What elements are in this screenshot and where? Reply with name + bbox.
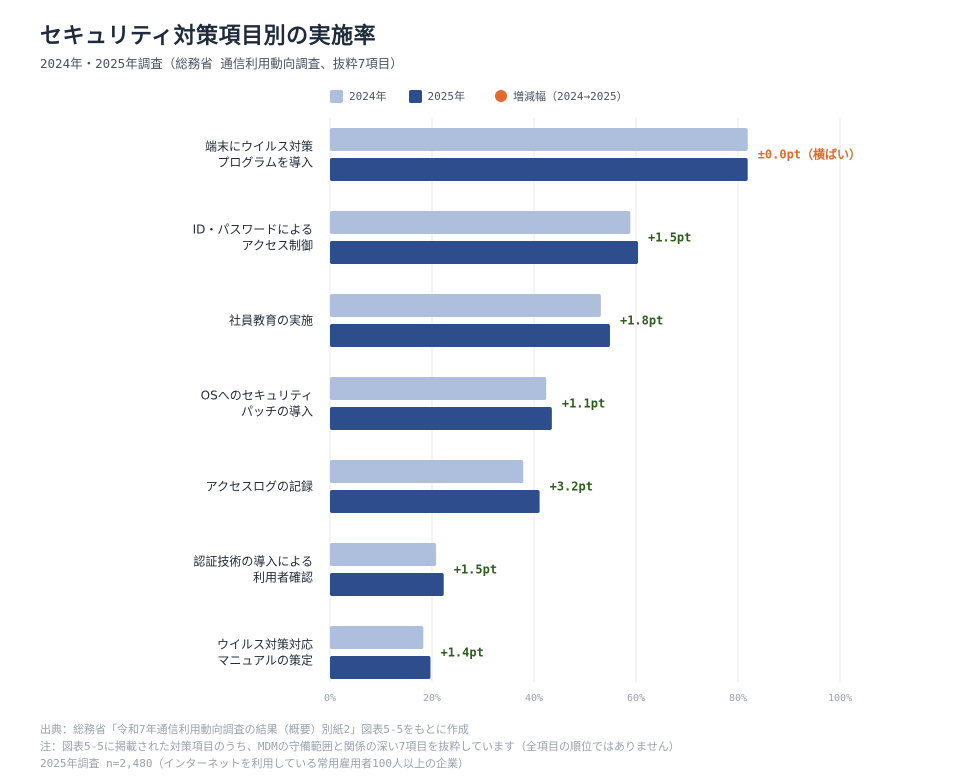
change-label: +3.2pt [550, 480, 593, 494]
x-tick-label: 60% [627, 693, 645, 704]
legend-label-2024: 2024年 [349, 90, 387, 103]
bar-2024 [330, 626, 424, 649]
category-label: アクセスログの記録 [206, 479, 313, 494]
footer-note: 注：図表5-5に掲載された対策項目のうち、MDMの守備範囲と関係の深い7項目を抜… [40, 740, 680, 753]
bar-2024 [330, 460, 524, 483]
category-label: 端末にウイルス対策プログラムを導入 [205, 140, 313, 170]
change-label: +1.5pt [454, 563, 497, 577]
legend-item-2024: 2024年 [330, 88, 387, 104]
category-label: ウイルス対策対応マニュアルの策定 [217, 638, 313, 668]
legend-swatch-2025 [408, 89, 422, 103]
legend-label-2025: 2025年 [427, 90, 466, 103]
bar-2025 [330, 490, 540, 513]
legend-item-2025: 2025年 [408, 88, 466, 104]
chart-title: セキュリティ対策項目別の実施率 [40, 24, 377, 49]
footer: 出典：総務省「令和7年通信利用動向調査の結果（概要）別紙2」図表5-5をもとに作… [40, 721, 680, 772]
x-tick-label: 40% [525, 693, 543, 704]
bar-2024 [330, 543, 437, 566]
legend-item-change: 増減幅（2024→2025） [495, 88, 628, 104]
change-label: +1.8pt [620, 314, 663, 328]
bar-2025 [330, 158, 748, 181]
legend-label-change: 増減幅（2024→2025） [513, 90, 628, 103]
chart-subtitle: 2024年・2025年調査（総務省 通信利用動向調査、抜粋7項目） [40, 56, 403, 71]
bar-2025 [330, 573, 444, 596]
change-label: +1.1pt [562, 397, 605, 411]
bar-2025 [330, 324, 610, 347]
category-label: OSへのセキュリティパッチの導入 [201, 389, 313, 419]
change-label: +1.4pt [440, 646, 483, 660]
x-tick-label: 0% [324, 693, 336, 704]
x-tick-label: 20% [423, 693, 441, 704]
category-label: 認証技術の導入による利用者確認 [193, 554, 313, 585]
bar-chart: 0% 20% 40% 60% 80% 100% 端末にウイルス対策プログラムを導入 ±0.0p… [193, 118, 861, 704]
footer-sample: 2025年調査 n=2,480（インターネットを利用している常用雇用者100人以… [40, 757, 470, 770]
legend-dot-change [495, 90, 507, 102]
bar-2024 [330, 377, 547, 400]
change-label: ±0.0pt（横ばい） [758, 147, 861, 162]
category-label: ID・パスワードによるアクセス制御 [193, 223, 313, 253]
category-label: 社員教育の実施 [229, 313, 313, 328]
x-tick-label: 100% [828, 693, 852, 704]
footer-source: 出典：総務省「令和7年通信利用動向調査の結果（概要）別紙2」図表5-5をもとに作… [40, 723, 469, 736]
bar-2024 [330, 211, 631, 234]
bar-2025 [330, 656, 431, 679]
bar-2025 [330, 407, 552, 430]
bar-2024 [330, 128, 748, 151]
legend: 2024年 2025年 増減幅（2024→2025） [330, 88, 650, 104]
bar-2024 [330, 294, 601, 317]
bar-2025 [330, 241, 639, 264]
change-label: +1.5pt [648, 231, 691, 245]
legend-swatch-2024 [330, 89, 343, 103]
x-tick-label: 80% [729, 693, 747, 704]
